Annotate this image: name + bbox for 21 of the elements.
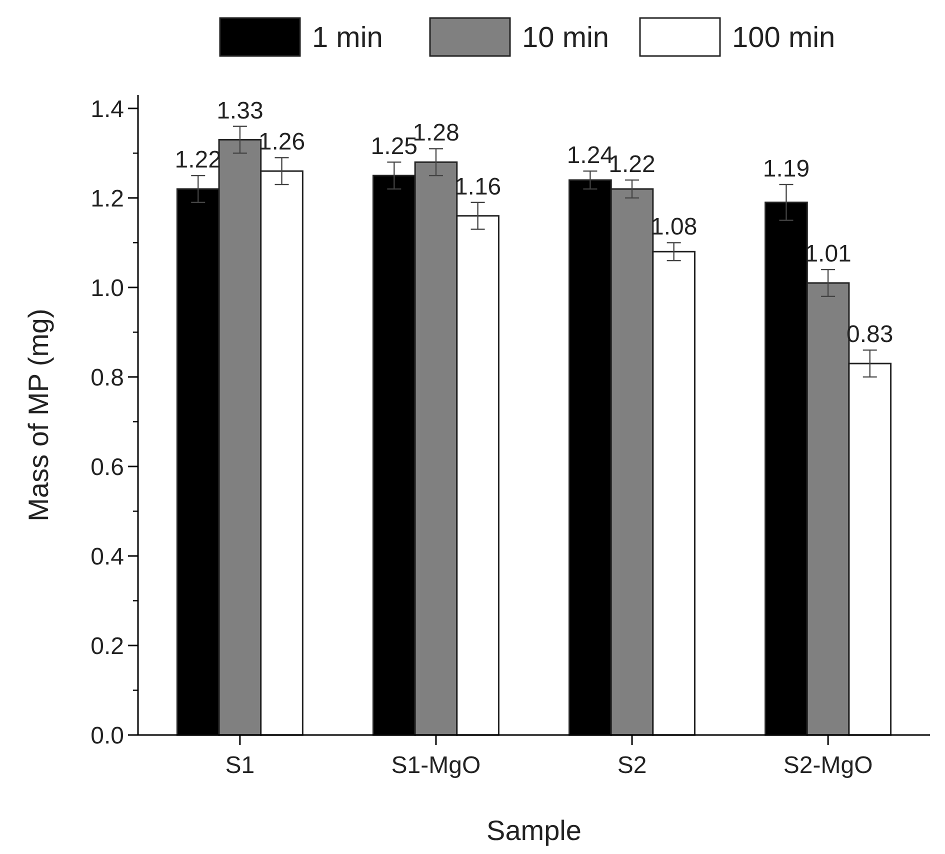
x-tick-label: S1-MgO <box>391 752 481 779</box>
data-label: 1.24 <box>566 142 614 170</box>
y-tick-label: 0.2 <box>90 632 124 660</box>
data-label: 1.19 <box>762 156 810 183</box>
legend-label: 100 min <box>732 22 836 54</box>
x-tick-label: S2 <box>617 752 647 779</box>
data-label: 1.33 <box>216 97 264 124</box>
x-axis-title: Sample <box>486 815 582 846</box>
legend-label: 10 min <box>522 22 610 54</box>
legend-label: 1 min <box>312 22 383 54</box>
y-tick-label: 1.2 <box>90 185 124 212</box>
x-tick-label: S2-MgO <box>783 752 873 779</box>
data-label: 1.26 <box>258 128 306 156</box>
y-tick-label: 0.6 <box>90 454 124 481</box>
y-tick-label: 0.0 <box>90 722 124 750</box>
y-tick-label: 1.4 <box>90 96 124 123</box>
x-tick-label: S1 <box>225 752 255 779</box>
y-tick-label: 0.4 <box>90 543 124 570</box>
y-tick-label: 0.8 <box>90 364 124 392</box>
y-tick-label: 1.0 <box>90 274 124 302</box>
y-axis-title: Mass of MP (mg) <box>23 308 54 522</box>
